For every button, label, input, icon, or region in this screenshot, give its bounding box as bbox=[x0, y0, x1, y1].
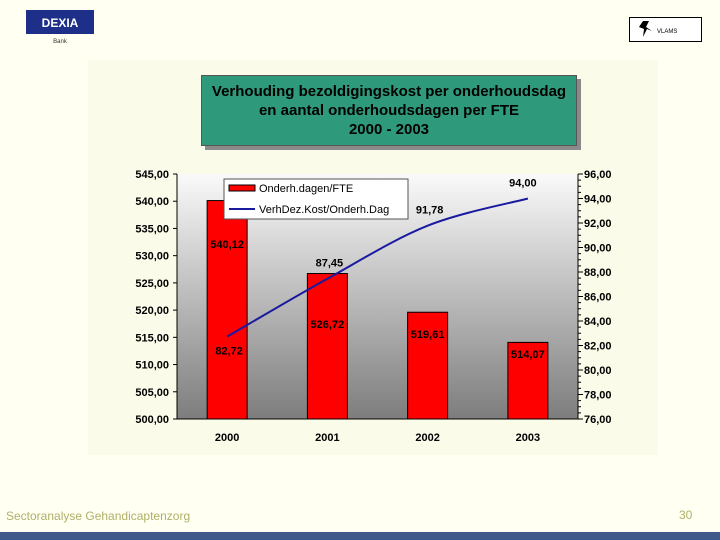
left-tick-label: 505,00 bbox=[135, 387, 169, 399]
legend-bar-label: Onderh.dagen/FTE bbox=[259, 183, 353, 195]
legend-line-label: VerhDez.Kost/Onderh.Dag bbox=[259, 204, 389, 216]
bar-2001 bbox=[306, 273, 348, 420]
right-tick-label: 82,00 bbox=[584, 341, 612, 353]
right-tick-label: 88,00 bbox=[584, 267, 612, 279]
bar-value-label-2001: 526,72 bbox=[311, 319, 345, 331]
bottom-bar bbox=[0, 532, 720, 540]
title-line-1: Verhouding bezoldigingskost per onderhou… bbox=[211, 83, 567, 100]
bar-value-label-2002: 519,61 bbox=[411, 329, 445, 341]
bar-value-label-2000: 540,12 bbox=[210, 239, 244, 251]
right-tick-label: 80,00 bbox=[584, 365, 612, 377]
left-tick-label: 525,00 bbox=[135, 278, 169, 290]
dexia-logo-text: DEXIA bbox=[42, 16, 79, 30]
figure-icon bbox=[639, 21, 652, 37]
line-value-label-2001: 87,45 bbox=[316, 258, 344, 270]
right-tick-label: 92,00 bbox=[584, 218, 612, 230]
vlams-logo: VLAMS bbox=[629, 17, 702, 42]
line-value-label-2002: 91,78 bbox=[416, 205, 444, 217]
left-tick-label: 500,00 bbox=[135, 414, 169, 426]
bar-value-label-2003: 514,07 bbox=[511, 349, 545, 361]
dexia-logo: DEXIA Bank bbox=[26, 10, 94, 45]
title-line-3: 2000 - 2003 bbox=[348, 121, 430, 138]
legend-bar-swatch bbox=[228, 184, 256, 192]
left-tick-label: 540,00 bbox=[135, 196, 169, 208]
line-value-label-2003: 94,00 bbox=[509, 178, 537, 190]
vlams-logo-text: VLAMS bbox=[657, 29, 677, 35]
x-tick-label-2000: 2000 bbox=[215, 432, 239, 444]
title-line-2: en aantal onderhoudsdagen per FTE bbox=[258, 102, 520, 119]
line-series bbox=[226, 197, 529, 338]
x-tick-label-2003: 2003 bbox=[516, 432, 540, 444]
bar-2002 bbox=[407, 311, 449, 420]
line-value-label-2000: 82,72 bbox=[215, 346, 243, 358]
left-tick-label: 545,00 bbox=[135, 169, 169, 181]
right-tick-label: 78,00 bbox=[584, 390, 612, 402]
footer-text: Sectoranalyse Gehandicaptenzorg bbox=[6, 509, 191, 523]
right-tick-label: 84,00 bbox=[584, 316, 612, 328]
dexia-logo-sub: Bank bbox=[53, 39, 68, 45]
x-tick-label-2002: 2002 bbox=[415, 432, 439, 444]
right-tick-label: 94,00 bbox=[584, 194, 612, 206]
bar-2000 bbox=[206, 200, 248, 420]
right-tick-label: 96,00 bbox=[584, 169, 612, 181]
chart-title: Verhouding bezoldigingskost per onderhou… bbox=[201, 75, 577, 146]
right-tick-label: 76,00 bbox=[584, 414, 612, 426]
left-tick-label: 520,00 bbox=[135, 305, 169, 317]
left-tick-label: 515,00 bbox=[135, 332, 169, 344]
left-tick-label: 510,00 bbox=[135, 360, 169, 372]
x-tick-label-2001: 2001 bbox=[315, 432, 339, 444]
bar-2003 bbox=[507, 341, 549, 420]
right-tick-label: 86,00 bbox=[584, 292, 612, 304]
page-number: 30 bbox=[679, 508, 693, 522]
left-tick-label: 530,00 bbox=[135, 251, 169, 263]
left-tick-label: 535,00 bbox=[135, 223, 169, 235]
right-tick-label: 90,00 bbox=[584, 243, 612, 255]
